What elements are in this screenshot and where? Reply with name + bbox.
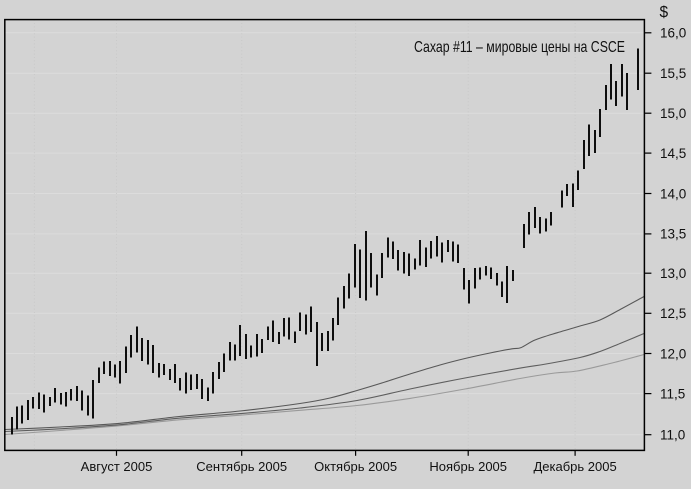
svg-text:Август 2005: Август 2005 — [81, 459, 153, 474]
svg-text:13,5: 13,5 — [660, 227, 686, 242]
svg-text:Декабрь 2005: Декабрь 2005 — [533, 459, 616, 474]
svg-text:12,5: 12,5 — [660, 306, 686, 321]
svg-text:14,0: 14,0 — [660, 186, 686, 201]
svg-text:14,5: 14,5 — [660, 146, 686, 161]
svg-text:15,0: 15,0 — [660, 106, 686, 121]
svg-text:11,0: 11,0 — [660, 428, 685, 443]
svg-text:15,5: 15,5 — [660, 66, 686, 81]
svg-text:Сентябрь 2005: Сентябрь 2005 — [196, 459, 287, 474]
svg-text:Октябрь 2005: Октябрь 2005 — [314, 459, 397, 474]
svg-text:$: $ — [660, 4, 669, 21]
svg-text:11,5: 11,5 — [660, 386, 685, 401]
svg-text:Ноябрь 2005: Ноябрь 2005 — [429, 459, 507, 474]
svg-text:12,0: 12,0 — [660, 346, 686, 361]
svg-text:13,0: 13,0 — [660, 266, 686, 281]
svg-text:Сахар #11 – мировые цены на CS: Сахар #11 – мировые цены на CSCE — [414, 39, 625, 56]
svg-text:16,0: 16,0 — [660, 26, 686, 41]
